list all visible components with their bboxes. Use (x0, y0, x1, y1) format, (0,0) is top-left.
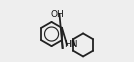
Text: OH: OH (51, 10, 64, 19)
Text: HN: HN (64, 40, 77, 49)
